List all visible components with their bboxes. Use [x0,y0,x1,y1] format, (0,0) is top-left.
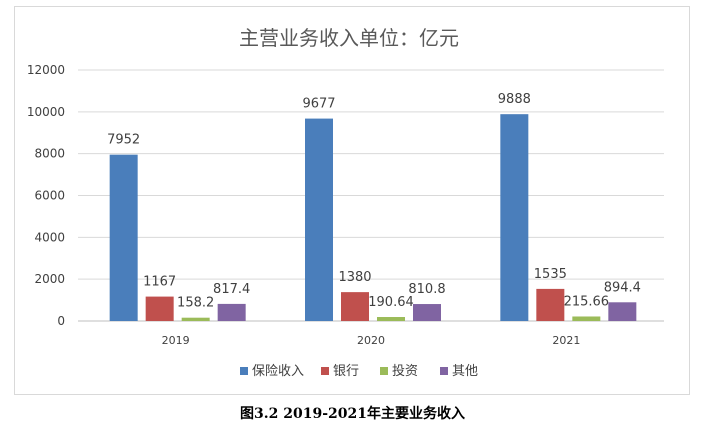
bar [413,304,441,321]
bar [145,296,174,321]
data-label: 9888 [498,92,531,107]
x-tick-label: 2019 [162,334,190,347]
y-tick-label: 10000 [27,105,65,119]
legend-label: 银行 [333,364,359,379]
chart-title: 主营业务收入单位：亿元 [239,26,459,50]
data-label: 810.8 [408,282,445,297]
data-label: 190.64 [368,295,414,310]
bar [500,114,529,322]
bar [109,154,138,321]
data-label: 9677 [302,97,335,112]
bar [572,316,601,321]
y-tick-label: 8000 [34,147,65,161]
bar-chart: 主营业务收入单位：亿元 020004000600080001000012000 … [27,26,664,379]
data-label: 7952 [107,133,140,148]
bar [181,317,210,321]
y-tick-label: 0 [57,314,65,328]
bar [217,303,246,321]
y-tick-label: 6000 [34,189,65,203]
bars [109,114,637,322]
y-tick-label: 4000 [34,230,65,244]
y-tick-label: 2000 [34,272,65,286]
bar [377,317,405,321]
gridlines [78,69,664,322]
x-tick-label: 2020 [357,334,385,347]
legend-label: 投资 [392,363,418,379]
figure-caption: 图3.2 2019-2021年主要业务收入 [240,406,465,422]
data-label: 1535 [534,267,567,282]
data-label: 158.2 [177,296,214,311]
legend-label: 其他 [452,364,478,379]
legend: 保险收入 银行 投资 其他 [240,363,478,379]
bar [305,118,333,321]
data-label: 1167 [143,275,176,290]
data-label: 817.4 [213,282,250,297]
y-axis-ticks: 0 2000 4000 6000 8000 10000 12000 [27,63,65,328]
bar [608,302,637,321]
data-label: 215.66 [564,294,610,309]
legend-swatch [380,367,388,375]
x-tick-label: 2021 [552,334,580,347]
legend-swatch [321,367,329,375]
y-tick-label: 12000 [27,63,65,77]
legend-label: 保险收入 [252,364,304,379]
bar [536,288,565,321]
bar [341,292,369,321]
data-label: 1380 [338,270,371,285]
legend-swatch [240,367,248,375]
legend-swatch [440,367,448,375]
data-label: 894.4 [604,280,641,295]
x-axis-ticks: 2019 2020 2021 [162,334,581,347]
